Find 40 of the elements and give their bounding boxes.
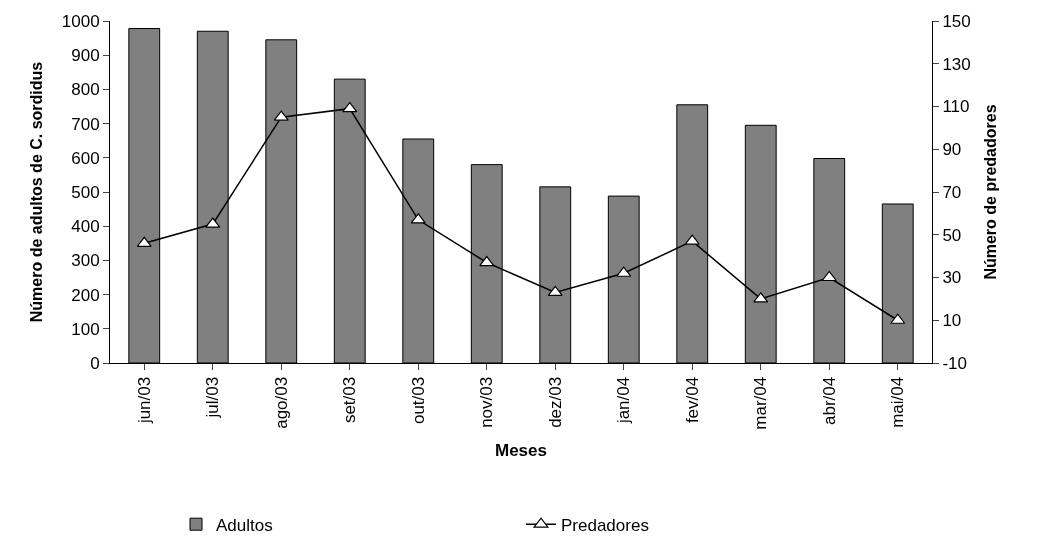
y2-axis-title: Número de predadores [982, 104, 1000, 280]
x-tick-label: mai/04 [888, 376, 908, 428]
legend-label: Predadores [561, 515, 649, 535]
x-tick-label: dez/03 [545, 376, 565, 428]
point [821, 270, 837, 282]
y-tick-label: 100 [71, 319, 100, 339]
y-tick-label: 400 [71, 217, 100, 237]
y2-tick-label: 90 [942, 140, 962, 160]
x-tick-label: jun/03 [134, 376, 154, 425]
y-tick-label: 0 [90, 353, 100, 373]
y-tick-label: 800 [71, 80, 100, 100]
y2-tick-label: 50 [942, 225, 962, 245]
y-tick-label: 300 [71, 251, 100, 271]
y-tick-label: 1000 [61, 11, 100, 31]
y-tick-label: 500 [71, 182, 100, 202]
y2-tick-label: 150 [942, 11, 971, 31]
y2-tick-label: 110 [942, 97, 970, 117]
y2-tick-label: 130 [942, 54, 971, 74]
y-tick-label: 200 [71, 285, 100, 305]
y2-tick-label: -10 [942, 353, 967, 373]
x-axis-title: Meses [495, 441, 547, 461]
point [479, 255, 495, 267]
x-tick-label: jan/04 [614, 376, 634, 425]
x-tick-label: jul/03 [203, 376, 223, 419]
legend-label: Adultos [216, 515, 273, 535]
x-tick-label: nov/03 [477, 376, 497, 428]
x-tick-label: out/03 [408, 376, 428, 425]
y-tick-label: 600 [71, 148, 100, 168]
y2-tick-label: 70 [942, 182, 962, 202]
x-tick-label: abr/04 [819, 376, 839, 425]
x-tick-label: set/03 [340, 376, 360, 424]
y2-tick-label: 30 [942, 268, 962, 288]
x-tick-label: mar/04 [751, 376, 771, 430]
y2-tick-label: 10 [942, 311, 962, 331]
y-tick-label: 700 [71, 114, 100, 134]
point [547, 285, 563, 297]
x-tick-label: ago/03 [271, 376, 291, 429]
y-tick-label: 900 [71, 46, 100, 66]
x-tick-label: fev/04 [682, 376, 702, 424]
y-axis-title: Número de adultos de C. sordidus [27, 61, 45, 323]
